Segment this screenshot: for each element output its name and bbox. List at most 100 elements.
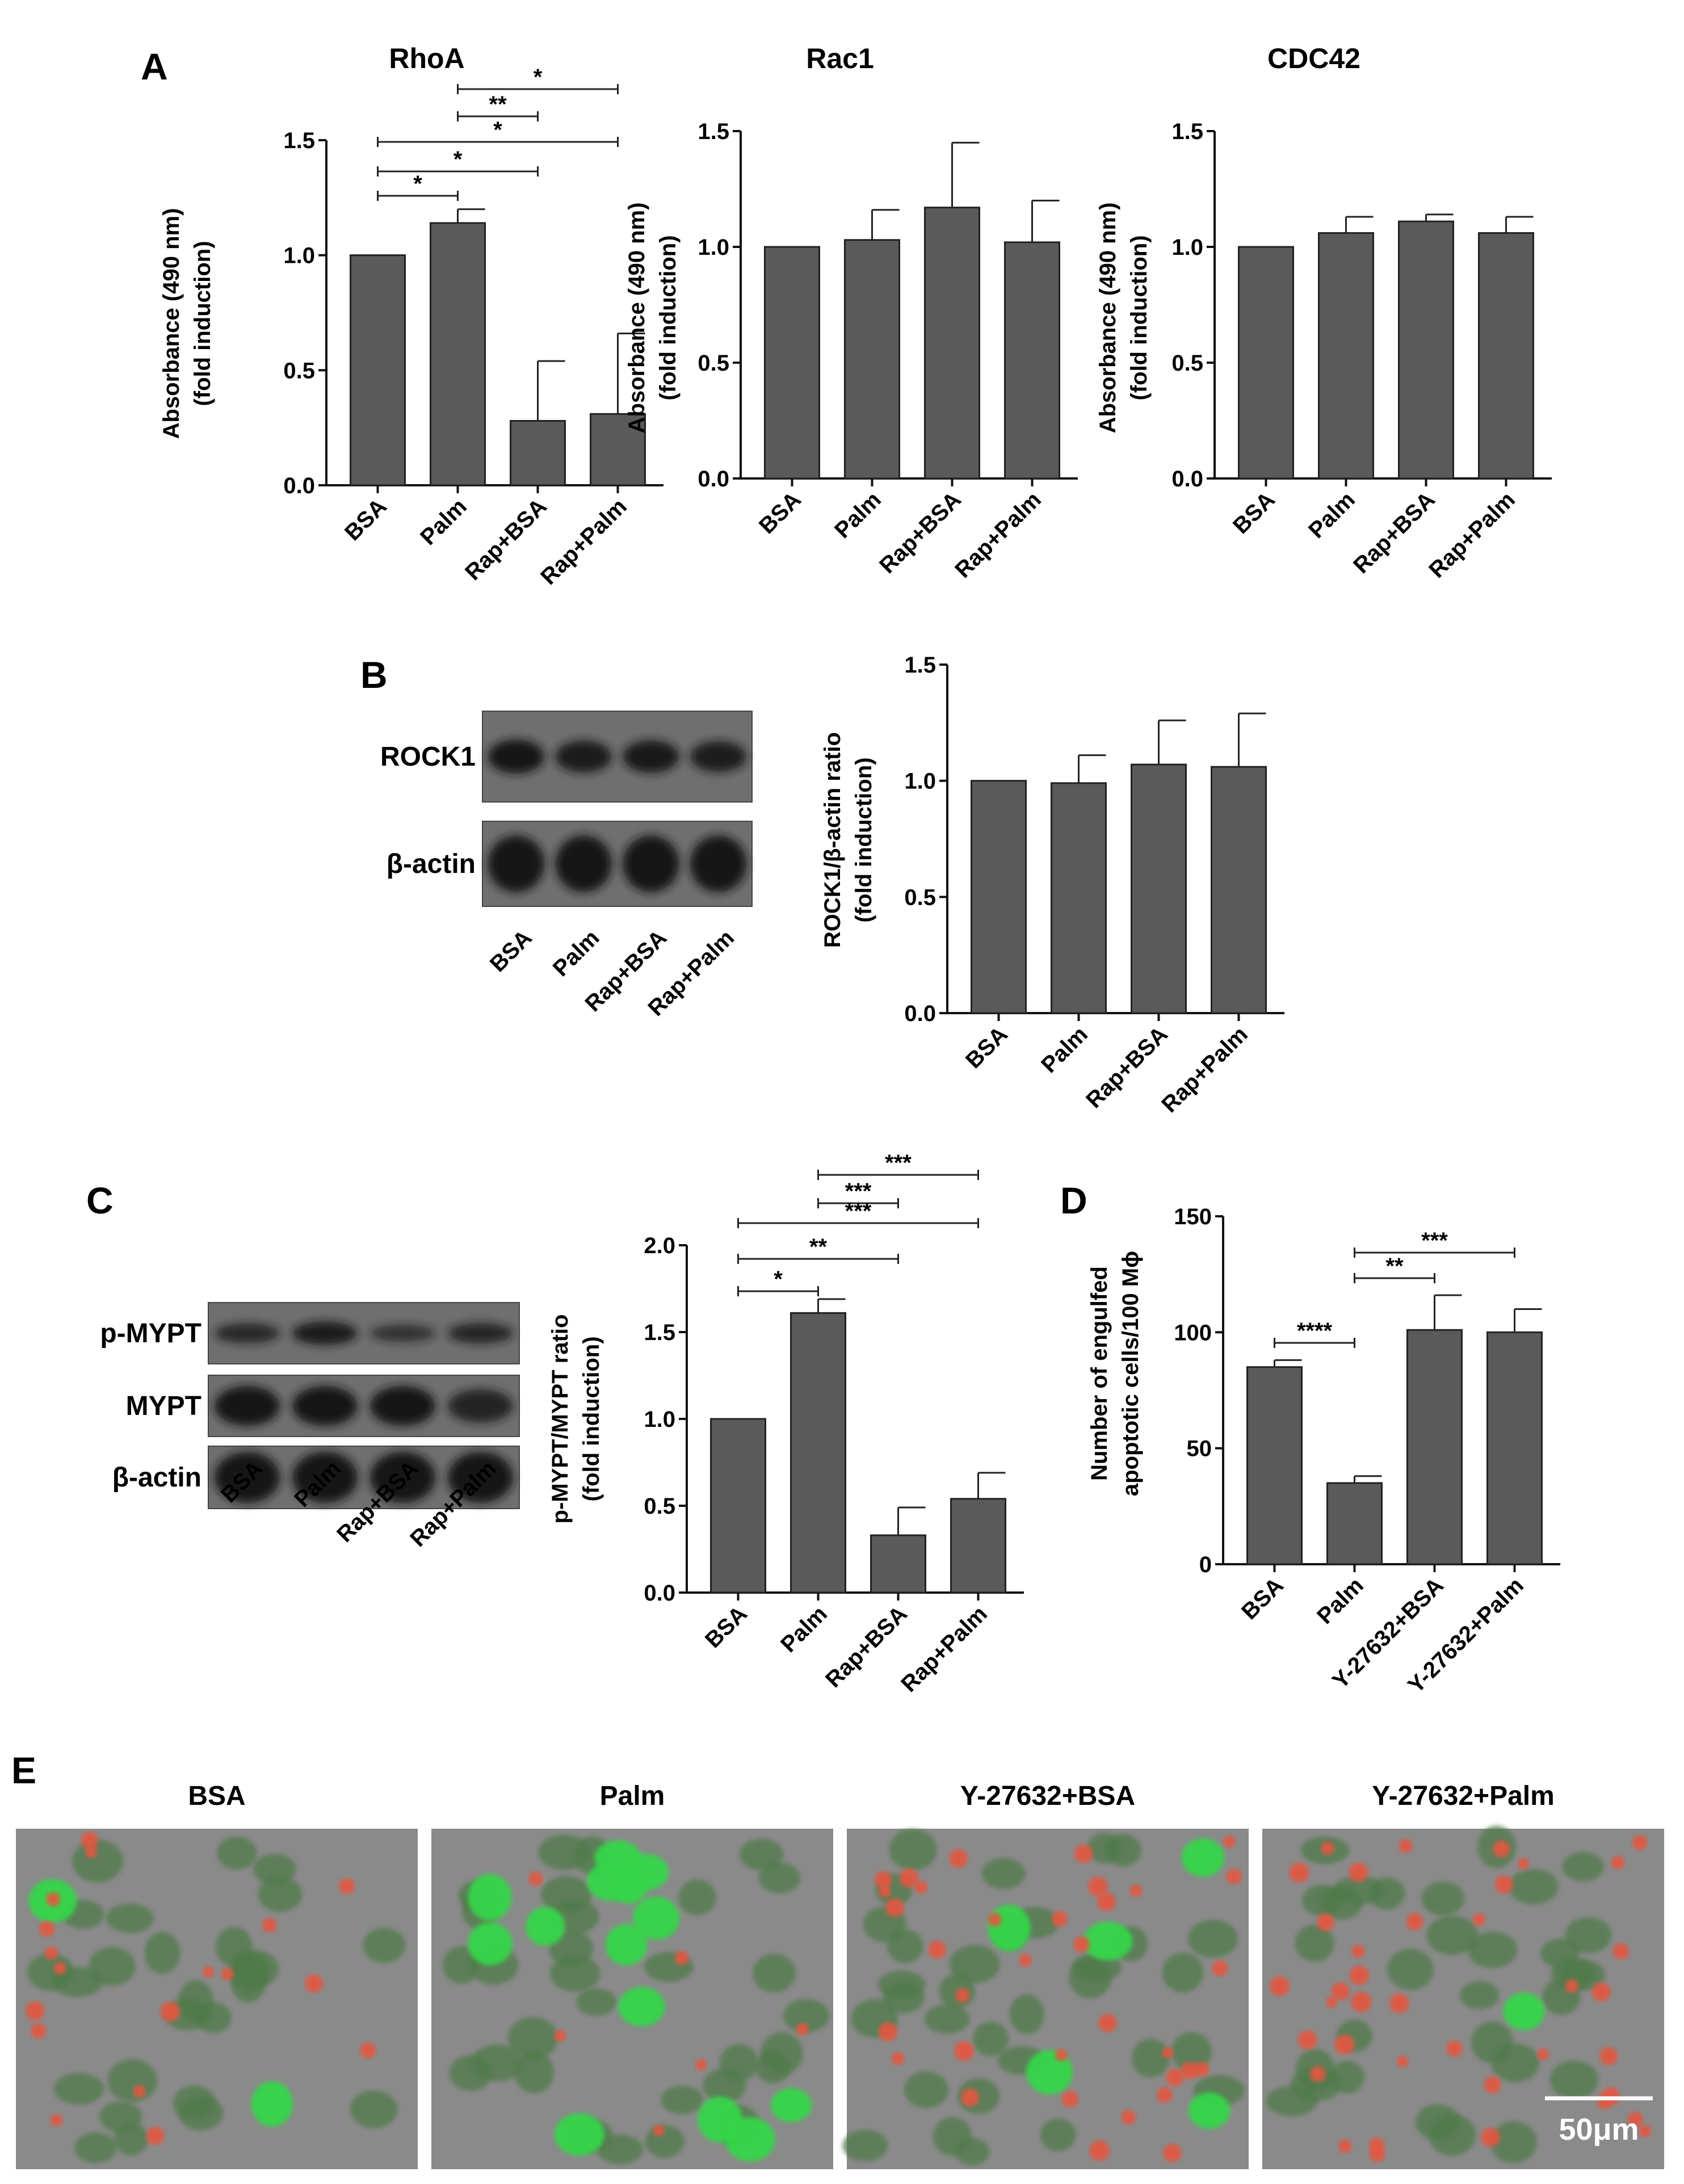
- chart-pmypt-ratio: p-MYPT/MYPT ratio (fold induction) 0.0 0.5 1…: [548, 1150, 1024, 1697]
- apoptotic-cell: [1537, 2048, 1549, 2060]
- green-cell: [555, 2113, 604, 2156]
- y-tick-label: 1.5: [904, 653, 936, 678]
- blot-row-label: p-MYPT: [100, 1318, 201, 1349]
- panel-label-d: D: [1060, 1179, 1087, 1221]
- apoptotic-cell: [1349, 1965, 1370, 1985]
- bar-y-27632-bsa: [1406, 1329, 1463, 1565]
- x-tick-label: Palm: [1036, 1022, 1093, 1078]
- blot-lane-label: BSA: [485, 925, 537, 977]
- macrophage-cell: [442, 1946, 480, 1984]
- bar-rap-bsa: [1131, 763, 1187, 1014]
- apoptotic-cell: [1298, 2030, 1317, 2049]
- y-tick-label: 1.5: [698, 119, 729, 144]
- apoptotic-cell: [1321, 1842, 1334, 1855]
- y-axis-label-2: (fold induction): [656, 235, 681, 400]
- apoptotic-cell: [146, 2127, 165, 2145]
- blot-band: [690, 741, 747, 772]
- macrophage-cell: [507, 2017, 558, 2060]
- y-axis-label-2: (fold induction): [190, 241, 215, 406]
- macrophage-cell: [877, 1970, 926, 1999]
- blot-band: [292, 1386, 358, 1426]
- y-tick-label: 0.0: [283, 473, 315, 498]
- blot-row-label: MYPT: [126, 1391, 201, 1421]
- macrophage-cell: [1132, 2039, 1170, 2078]
- macrophage-cell: [1171, 2032, 1212, 2072]
- apoptotic-cell: [1493, 1840, 1510, 1858]
- macrophage-cell: [471, 2044, 523, 2082]
- bar-rap-palm: [1004, 241, 1060, 480]
- green-cell: [988, 1904, 1031, 1951]
- y-tick-label: 0.0: [1171, 467, 1203, 492]
- apoptotic-cell: [1591, 1983, 1611, 2002]
- macrophage-cell: [1266, 2086, 1318, 2116]
- apoptotic-cell: [305, 1974, 324, 1993]
- macrophage-cell: [89, 1947, 136, 1986]
- apoptotic-cell: [1289, 1862, 1309, 1883]
- macrophage-cell: [1428, 2114, 1476, 2156]
- green-cell: [633, 1896, 680, 1940]
- x-tick-label: Rap+Palm: [1157, 1022, 1253, 1118]
- blot-band: [623, 740, 679, 773]
- apoptotic-cell: [1632, 1835, 1648, 1850]
- bar-rap-palm: [1211, 766, 1267, 1014]
- apoptotic-cell: [1351, 1992, 1372, 2013]
- green-cell: [526, 1906, 565, 1946]
- y-axis-label-2: (fold induction): [1127, 235, 1152, 400]
- apoptotic-cell: [133, 2085, 146, 2098]
- chart-rac1: Rac1 Absorbance (490 nm) (fold induction) 0…: [624, 43, 1078, 583]
- apoptotic-cell: [899, 1868, 919, 1888]
- y-axis-label: Absorbance (490 nm): [159, 208, 184, 439]
- green-cell: [605, 1924, 648, 1965]
- apoptotic-cell: [695, 2059, 707, 2071]
- apoptotic-cell: [878, 2022, 898, 2042]
- significance-label: ***: [1421, 1228, 1448, 1253]
- macrophage-cell: [739, 1838, 784, 1871]
- bar-y-27632-palm: [1486, 1331, 1543, 1565]
- macrophage-cell: [753, 1954, 796, 1993]
- y-tick-label: 1.0: [698, 235, 729, 260]
- x-tick-label: BSA: [754, 487, 806, 539]
- apoptotic-cell: [1055, 2049, 1068, 2061]
- apoptotic-cell: [1088, 1876, 1108, 1897]
- y-tick-label: 0.5: [698, 351, 729, 376]
- apoptotic-cell: [1166, 2068, 1184, 2086]
- micrograph-title: Y-27632+BSA: [960, 1781, 1135, 1811]
- y-tick-label: 1.5: [1171, 119, 1203, 144]
- apoptotic-cell: [1627, 2111, 1643, 2127]
- apoptotic-cell: [528, 1871, 543, 1886]
- apoptotic-cell: [1270, 1976, 1290, 1996]
- significance-label: *: [413, 171, 422, 196]
- macrophage-cell: [1040, 2118, 1076, 2152]
- x-tick-label: Palm: [830, 487, 886, 543]
- apoptotic-cell: [160, 2002, 180, 2022]
- macrophage-cell: [350, 2090, 398, 2128]
- x-tick-label: Palm: [776, 1601, 832, 1657]
- bar-rap-bsa: [510, 420, 566, 486]
- macrophage-cell: [1549, 2060, 1599, 2099]
- blot-row-label: ROCK1: [380, 742, 476, 772]
- apoptotic-cell: [1019, 1954, 1032, 1967]
- macrophage-cell: [955, 2137, 990, 2166]
- x-tick-label: Rap+Palm: [1424, 487, 1520, 583]
- apoptotic-cell: [879, 1885, 891, 1898]
- apoptotic-cell: [1446, 2040, 1463, 2057]
- macrophage-cell: [541, 1876, 592, 1913]
- macrophage-cell: [889, 1829, 937, 1871]
- blot-band: [690, 835, 747, 892]
- y-tick-label: 0.5: [644, 1494, 675, 1519]
- apoptotic-cell: [674, 1951, 689, 1965]
- macrophage-cell: [1564, 1917, 1612, 1954]
- apoptotic-cell: [1338, 2139, 1352, 2153]
- macrophage-cell: [645, 2125, 684, 2158]
- macrophage-cell: [758, 1862, 800, 1893]
- y-tick-label: 0.0: [904, 1001, 936, 1026]
- macrophage-cell: [678, 1879, 716, 1916]
- macrophage-cell: [1562, 1852, 1604, 1881]
- apoptotic-cell: [1332, 1982, 1350, 2001]
- macrophage-cell: [1387, 1948, 1434, 1990]
- apoptotic-cell: [1351, 1944, 1365, 1958]
- y-axis-label-2: apoptotic cells/100 Mϕ: [1118, 1251, 1143, 1496]
- apoptotic-cell: [955, 1988, 970, 2003]
- apoptotic-cell: [796, 2023, 809, 2036]
- bar-rap-bsa: [870, 1534, 926, 1594]
